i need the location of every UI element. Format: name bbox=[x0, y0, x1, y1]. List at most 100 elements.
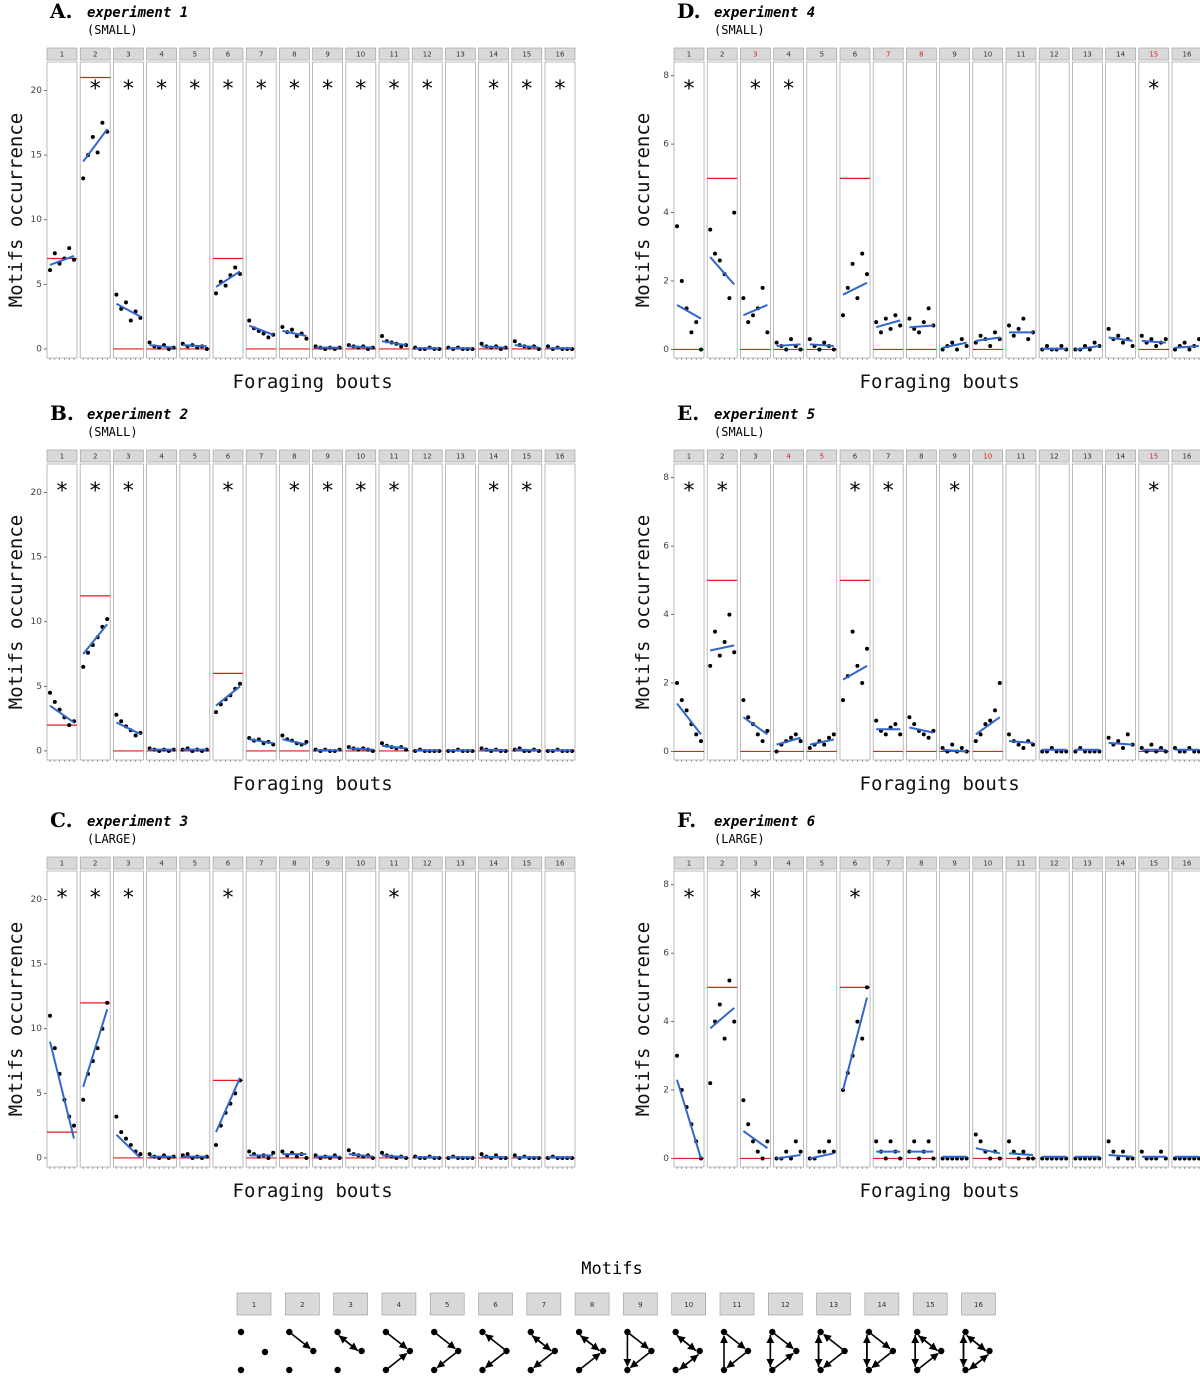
data-point bbox=[271, 1150, 276, 1155]
fit-line bbox=[1008, 740, 1034, 744]
facet-strip bbox=[1105, 47, 1136, 61]
facet-label: 14 bbox=[489, 453, 498, 461]
facet-label: 11 bbox=[390, 860, 399, 868]
significance-star: * bbox=[123, 77, 134, 102]
data-point bbox=[888, 1139, 893, 1144]
legend-strip bbox=[478, 1292, 513, 1316]
facet-panel bbox=[511, 61, 543, 359]
data-point bbox=[119, 719, 124, 724]
facet-label: 9 bbox=[952, 453, 956, 461]
facet-label: 8 bbox=[919, 453, 923, 461]
data-point bbox=[988, 718, 993, 723]
facet-panel bbox=[345, 61, 377, 359]
facet-strip bbox=[146, 449, 177, 463]
facet-strip bbox=[345, 449, 377, 463]
facet-label: 11 bbox=[390, 453, 399, 461]
data-point bbox=[380, 1150, 384, 1155]
facet-strip bbox=[1038, 449, 1070, 463]
motif-node bbox=[648, 1347, 655, 1355]
facet-strip bbox=[872, 856, 904, 870]
data-point bbox=[893, 313, 898, 318]
facet-panel bbox=[1072, 870, 1103, 1168]
motif-edge bbox=[823, 1352, 843, 1369]
facet-strip bbox=[1005, 856, 1037, 870]
facet-label: 10 bbox=[356, 453, 365, 461]
facet-panel bbox=[1105, 870, 1136, 1168]
legend-label: 12 bbox=[781, 1301, 790, 1309]
data-point bbox=[1163, 337, 1168, 342]
data-point bbox=[722, 1036, 727, 1041]
data-point bbox=[907, 715, 912, 720]
x-axis-title: Foraging bouts bbox=[233, 371, 393, 393]
data-point bbox=[72, 1123, 76, 1128]
facet-strip bbox=[378, 856, 410, 870]
legend-label: 5 bbox=[445, 1301, 449, 1309]
facet-strip bbox=[345, 856, 377, 870]
facet-strip bbox=[79, 449, 111, 463]
facet-label: 13 bbox=[456, 860, 465, 868]
facet-label: 8 bbox=[292, 51, 296, 59]
facet-strip bbox=[1171, 449, 1200, 463]
fit-line bbox=[249, 738, 274, 745]
facet-label: 1 bbox=[687, 51, 691, 59]
fit-line bbox=[49, 254, 75, 266]
facet-panel bbox=[312, 870, 344, 1168]
facet-strip bbox=[212, 47, 244, 61]
facet-strip bbox=[806, 449, 838, 463]
facet-label: 3 bbox=[126, 453, 130, 461]
facet-panel bbox=[245, 61, 277, 359]
facet-strip bbox=[972, 856, 1004, 870]
facet-label: 10 bbox=[356, 51, 365, 59]
facet-panel bbox=[113, 463, 144, 761]
facet-strip bbox=[673, 47, 705, 61]
fit-line bbox=[909, 726, 934, 734]
data-point bbox=[708, 663, 713, 668]
data-point bbox=[708, 227, 713, 232]
data-point bbox=[1116, 1156, 1121, 1161]
facet-strip bbox=[1005, 47, 1037, 61]
motif-edge bbox=[387, 1333, 408, 1350]
motif-edge bbox=[871, 1352, 892, 1369]
motif-node bbox=[720, 1366, 728, 1374]
motif-edge bbox=[676, 1335, 697, 1352]
data-point bbox=[997, 681, 1002, 686]
facet-label: 14 bbox=[489, 860, 498, 868]
legend-strip bbox=[236, 1292, 272, 1316]
y-tick-label: 0 bbox=[663, 747, 669, 757]
data-point bbox=[765, 728, 770, 733]
facet-panel bbox=[46, 870, 78, 1168]
motif-edge bbox=[580, 1352, 601, 1369]
facet-label: 13 bbox=[1083, 860, 1092, 868]
data-point bbox=[978, 732, 983, 737]
facet-strip bbox=[312, 856, 343, 870]
facet-label: 1 bbox=[687, 860, 691, 868]
facet-panel bbox=[1171, 61, 1200, 359]
legend-label: 14 bbox=[877, 1301, 886, 1309]
facet-panel bbox=[939, 61, 970, 359]
y-tick-label: 8 bbox=[663, 71, 669, 81]
data-point bbox=[760, 285, 765, 290]
panel-label: C. bbox=[50, 808, 73, 832]
facet-label: 7 bbox=[886, 453, 890, 461]
x-axis-title: Foraging bouts bbox=[860, 371, 1020, 393]
data-point bbox=[124, 300, 128, 305]
facet-panel bbox=[1171, 870, 1200, 1168]
facet-label: 12 bbox=[423, 860, 432, 868]
facet-strip bbox=[706, 856, 738, 870]
facet-strip bbox=[478, 47, 509, 61]
data-point bbox=[133, 733, 138, 738]
facet-label: 2 bbox=[93, 453, 97, 461]
facet-panel bbox=[146, 61, 178, 359]
facet-strip bbox=[1005, 449, 1037, 463]
motif-edge bbox=[436, 1352, 457, 1369]
facet-label: 10 bbox=[983, 51, 992, 59]
fit-line bbox=[1108, 741, 1133, 746]
facet-label: 13 bbox=[1083, 453, 1092, 461]
facet-label: 11 bbox=[1017, 453, 1026, 461]
facet-panel bbox=[179, 61, 211, 359]
motif-edge bbox=[629, 1333, 649, 1350]
data-point bbox=[784, 347, 789, 352]
data-point bbox=[1016, 326, 1021, 331]
motif-edge bbox=[774, 1333, 794, 1350]
facet-strip bbox=[1105, 449, 1136, 463]
